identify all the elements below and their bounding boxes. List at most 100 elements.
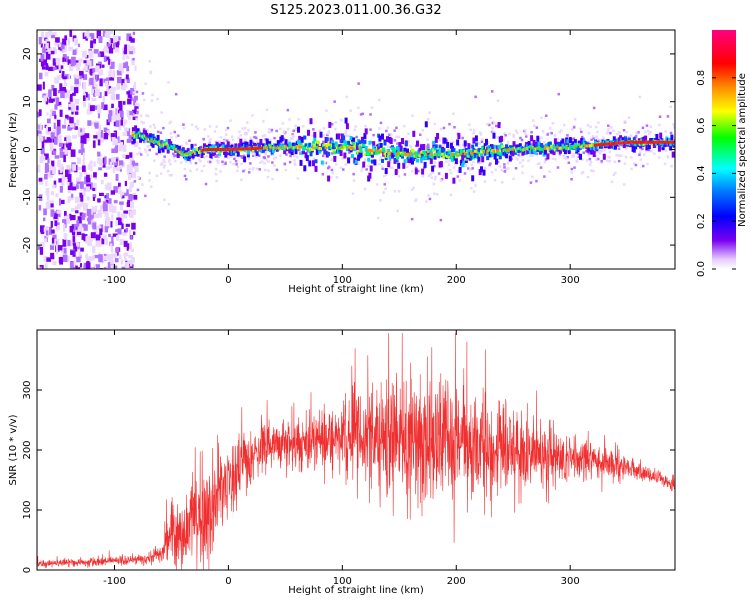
spectrogram-noise-cell xyxy=(50,221,53,228)
spectrogram-halo-cell xyxy=(224,162,227,165)
spectrogram-noise-cell xyxy=(108,39,111,46)
spectrogram-halo-cell xyxy=(293,163,297,166)
spectrogram-halo-cell xyxy=(312,128,315,131)
spectrogram-halo-cell xyxy=(263,162,266,165)
spectrogram-noise-cell xyxy=(89,77,94,85)
spectrogram-ridge-cell xyxy=(387,161,391,168)
spectrogram-noise-cell xyxy=(119,141,124,150)
spectrogram-halo-cell xyxy=(247,128,250,132)
spectrogram-halo-cell xyxy=(245,121,249,124)
spectrogram-noise-cell xyxy=(58,65,64,69)
spectrogram-noise-cell xyxy=(107,43,110,48)
spectrogram-ridge-cell xyxy=(327,152,331,157)
spectrogram-halo-cell xyxy=(243,126,247,130)
spectrogram-noise-cell xyxy=(97,151,101,157)
spectrogram-ridge-cell xyxy=(443,137,447,144)
spectrogram-halo-cell xyxy=(189,162,193,165)
spectrogram-ridge-cell xyxy=(284,139,288,146)
spectrogram-noise-cell xyxy=(39,72,43,80)
spectrogram-noise-cell xyxy=(125,223,130,227)
spectrogram-halo-cell xyxy=(590,138,593,141)
spectrogram-halo-cell xyxy=(155,174,159,178)
spectrogram-noise-cell xyxy=(75,197,81,203)
spectrogram-halo-cell xyxy=(396,209,399,213)
spectrogram-ridge-cell xyxy=(471,175,475,182)
spectrogram-noise-cell xyxy=(112,71,116,78)
spectrogram-ridge-cell xyxy=(312,160,315,167)
spectrogram-halo-cell xyxy=(206,155,209,158)
spectrogram-noise-cell xyxy=(59,163,63,172)
spectrogram-noise-cell xyxy=(68,241,73,247)
spectrogram-halo-cell xyxy=(229,155,233,158)
spectrogram-halo-cell xyxy=(240,155,243,158)
spectrogram-noise-cell xyxy=(108,58,111,65)
spectrogram-noise-cell xyxy=(63,212,66,221)
spectrogram-noise-cell xyxy=(45,164,49,172)
spectrogram-noise-cell xyxy=(82,165,86,172)
spectrogram-halo-cell xyxy=(291,133,294,136)
spectrogram-halo-cell xyxy=(372,133,375,137)
spectrogram-ridge-cell xyxy=(419,156,423,161)
spectrogram-halo-cell xyxy=(226,139,229,142)
spectrogram-ridge-cell xyxy=(342,135,346,140)
spectrogram-noise-cell xyxy=(122,144,127,153)
spectrogram-halo-cell xyxy=(474,184,477,187)
spectrogram-halo-cell xyxy=(369,128,372,131)
spectrogram-ridge-cell xyxy=(309,152,313,157)
spectrogram-halo-cell xyxy=(148,171,151,175)
spectrogram-noise-cell xyxy=(45,125,48,131)
spectrogram-noise-cell xyxy=(117,136,120,143)
spectrogram-ridge-cell xyxy=(362,161,366,168)
spectrogram-halo-cell xyxy=(672,123,675,126)
spectrogram-halo-cell xyxy=(504,167,508,171)
spectrogram-noise-cell xyxy=(99,224,104,233)
spectrogram-noise-cell xyxy=(68,103,73,108)
spectrogram-noise-cell xyxy=(55,241,58,245)
spectrogram-ridge-cell xyxy=(438,145,442,150)
spectrogram-halo-cell xyxy=(551,157,555,160)
spectrogram-noise-cell xyxy=(111,103,114,108)
spectrogram-halo-cell xyxy=(352,172,355,176)
spectrogram-noise-cell xyxy=(128,230,131,235)
spectrogram-y-tick-label: -10 xyxy=(22,189,33,205)
snr-x-tick-label: -100 xyxy=(103,576,126,587)
spectrogram-halo-cell xyxy=(461,136,464,140)
spectrogram-halo-cell xyxy=(163,155,166,158)
spectrogram-ridge-cell xyxy=(255,149,259,156)
spectrogram-ridge-cell xyxy=(527,141,531,147)
spectrogram-halo-cell xyxy=(447,163,451,166)
snr-y-axis-label: SNR (10 * v/v) xyxy=(8,414,19,485)
spectrogram-halo-cell xyxy=(456,170,460,173)
spectrogram-noise-cell xyxy=(103,78,108,83)
spectrogram-noise-cell xyxy=(44,153,49,160)
spectrogram-halo-cell xyxy=(548,126,552,130)
spectrogram-halo-cell xyxy=(159,131,163,134)
spectrogram-noise-cell xyxy=(129,159,134,167)
spectrogram-halo-cell xyxy=(237,136,240,140)
spectrogram-noise-cell xyxy=(58,101,62,105)
spectrogram-halo-cell xyxy=(159,172,163,175)
spectrogram-noise-cell xyxy=(72,92,76,96)
spectrogram-halo-cell xyxy=(623,183,626,186)
spectrogram-halo-cell xyxy=(521,165,524,168)
spectrogram-noise-cell xyxy=(45,128,48,135)
spectrogram-noise-cell xyxy=(52,66,57,71)
spectrogram-noise-cell xyxy=(111,213,114,221)
spectrogram-ridge-cell xyxy=(474,142,478,147)
spectrogram-halo-cell xyxy=(325,109,328,112)
spectrogram-noise-cell xyxy=(56,216,59,221)
spectrogram-noise-cell xyxy=(51,32,57,36)
spectrogram-halo-cell xyxy=(480,140,484,143)
spectrogram-halo-cell xyxy=(140,120,143,124)
spectrogram-noise-cell xyxy=(113,186,118,193)
spectrogram-ridge-cell xyxy=(303,135,307,140)
spectrogram-ridge-cell xyxy=(553,138,557,145)
spectrogram-noise-cell xyxy=(88,50,94,58)
spectrogram-halo-cell xyxy=(219,136,223,139)
spectrogram-noise-cell xyxy=(69,93,73,102)
spectrogram-halo-cell xyxy=(641,126,645,130)
spectrogram-noise-cell xyxy=(38,37,42,45)
spectrogram-noise-cell xyxy=(92,140,96,148)
spectrogram-halo-cell xyxy=(136,152,139,156)
spectrogram-noise-cell xyxy=(50,50,55,55)
